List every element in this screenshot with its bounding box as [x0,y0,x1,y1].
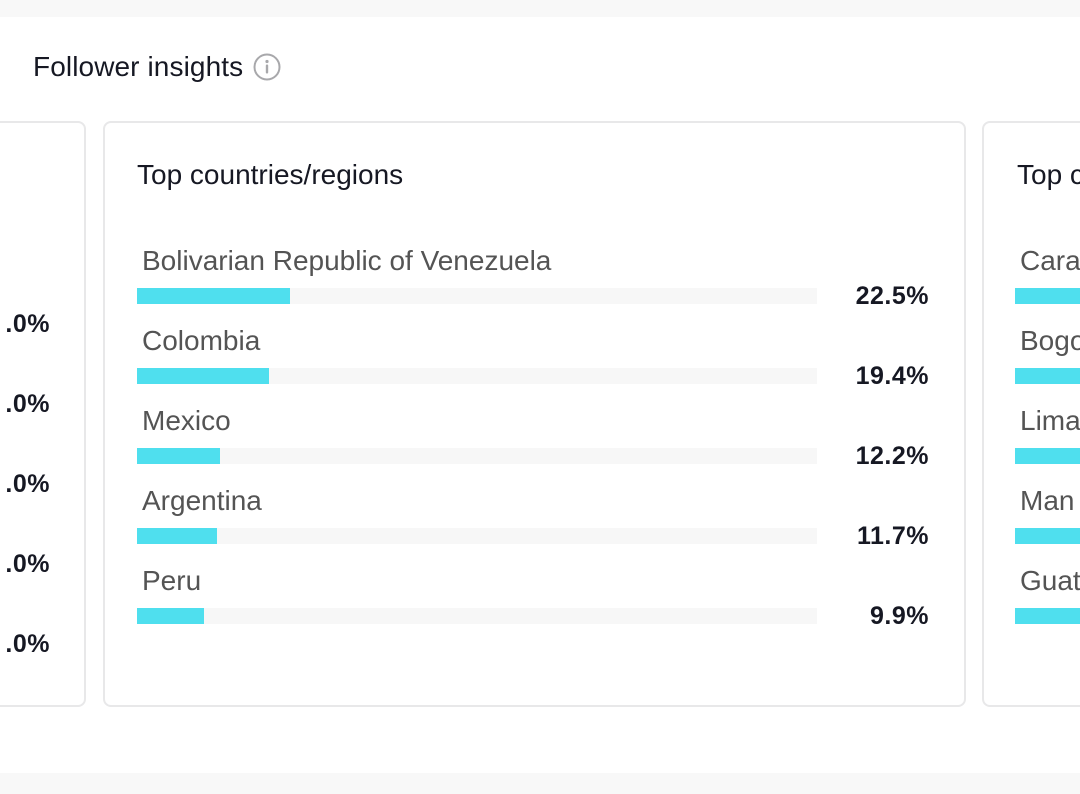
country-percent: 11.7% [856,522,929,550]
bar-track [137,368,817,384]
city-label: Lima [1020,405,1080,436]
bar-track [1015,448,1080,464]
country-row: Bolivarian Republic of Venezuela 22.5% [137,245,937,310]
country-row: Colombia 19.4% [137,325,937,390]
city-row: Bogo [1015,325,1080,389]
row-value: .0% [5,470,50,498]
card-title: Top c [1017,159,1080,190]
country-label: Argentina [142,485,262,516]
bar-fill [137,288,290,304]
country-percent: 12.2% [855,442,929,470]
bar-track [1015,608,1080,624]
city-row: Man [1015,485,1080,549]
bar-fill [137,448,220,464]
city-label: Man [1020,485,1075,516]
bar-track [137,448,817,464]
top-cities-card: Top c Cara Bogo Lima Man Guat [982,121,1080,707]
bar-track [137,288,817,304]
bar-track [1015,288,1080,304]
list-item: .0% [0,353,84,418]
bar-track [137,608,817,624]
country-label: Mexico [142,405,231,436]
list-item: .0% [0,593,84,658]
list-item: .0% [0,513,84,578]
top-countries-card: Top countries/regions Bolivarian Republi… [103,121,966,707]
bar-track [1015,528,1080,544]
info-circle-icon[interactable] [253,53,281,81]
country-percent: 22.5% [855,282,929,310]
city-label: Bogo [1020,325,1080,356]
section-header: Follower insights [33,49,281,85]
bar-fill [137,608,205,624]
country-row: Mexico 12.2% [137,405,937,470]
country-label: Peru [142,565,202,596]
row-value: .0% [5,550,50,578]
row-value: .0% [5,630,50,658]
city-row: Guat [1015,565,1080,629]
list-item: .0% [0,433,84,498]
bar-track [137,528,817,544]
bar-track [1015,368,1080,384]
city-label: Guat [1020,565,1080,596]
country-row: Peru 9.9% [137,565,937,630]
city-row: Cara [1015,245,1080,309]
country-label: Colombia [142,325,261,356]
section-title: Follower insights [33,51,244,82]
age-card: .0% .0% .0% .0% .0% [0,121,86,707]
bar-fill [137,368,269,384]
row-value: .0% [5,310,50,338]
country-label: Bolivarian Republic of Venezuela [142,245,552,276]
row-value: .0% [5,390,50,418]
follower-insights-panel: Follower insights .0% .0% .0% .0% .0% To… [0,17,1080,773]
country-percent: 9.9% [870,602,929,630]
country-row: Argentina 11.7% [137,485,937,550]
city-label: Cara [1020,245,1080,276]
bar-fill [137,528,217,544]
city-row: Lima [1015,405,1080,469]
list-item: .0% [0,273,84,338]
card-title: Top countries/regions [137,159,404,190]
country-percent: 19.4% [855,362,929,390]
